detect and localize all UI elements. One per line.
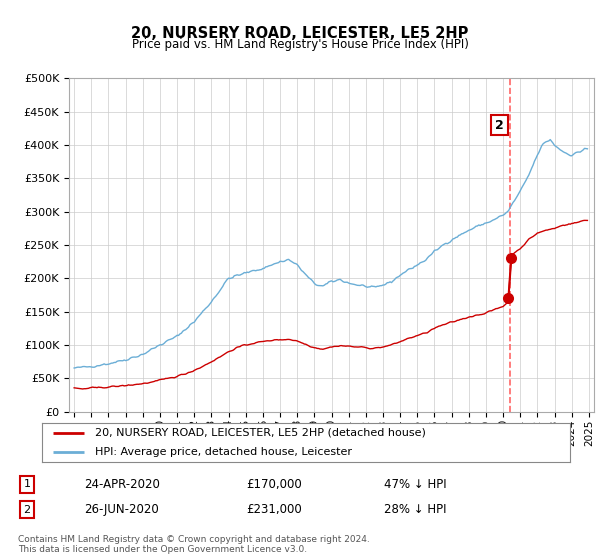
Text: £231,000: £231,000 [246,503,302,516]
Text: 28% ↓ HPI: 28% ↓ HPI [384,503,446,516]
Text: 20, NURSERY ROAD, LEICESTER, LE5 2HP: 20, NURSERY ROAD, LEICESTER, LE5 2HP [131,26,469,41]
Text: HPI: Average price, detached house, Leicester: HPI: Average price, detached house, Leic… [95,447,352,457]
Text: 1: 1 [23,479,31,489]
Text: 2: 2 [495,119,504,132]
Text: Price paid vs. HM Land Registry's House Price Index (HPI): Price paid vs. HM Land Registry's House … [131,38,469,52]
Text: 26-JUN-2020: 26-JUN-2020 [84,503,159,516]
Text: 24-APR-2020: 24-APR-2020 [84,478,160,491]
Text: 2: 2 [23,505,31,515]
Text: £170,000: £170,000 [246,478,302,491]
Text: 20, NURSERY ROAD, LEICESTER, LE5 2HP (detached house): 20, NURSERY ROAD, LEICESTER, LE5 2HP (de… [95,428,425,437]
Text: 47% ↓ HPI: 47% ↓ HPI [384,478,446,491]
Text: Contains HM Land Registry data © Crown copyright and database right 2024.
This d: Contains HM Land Registry data © Crown c… [18,535,370,554]
